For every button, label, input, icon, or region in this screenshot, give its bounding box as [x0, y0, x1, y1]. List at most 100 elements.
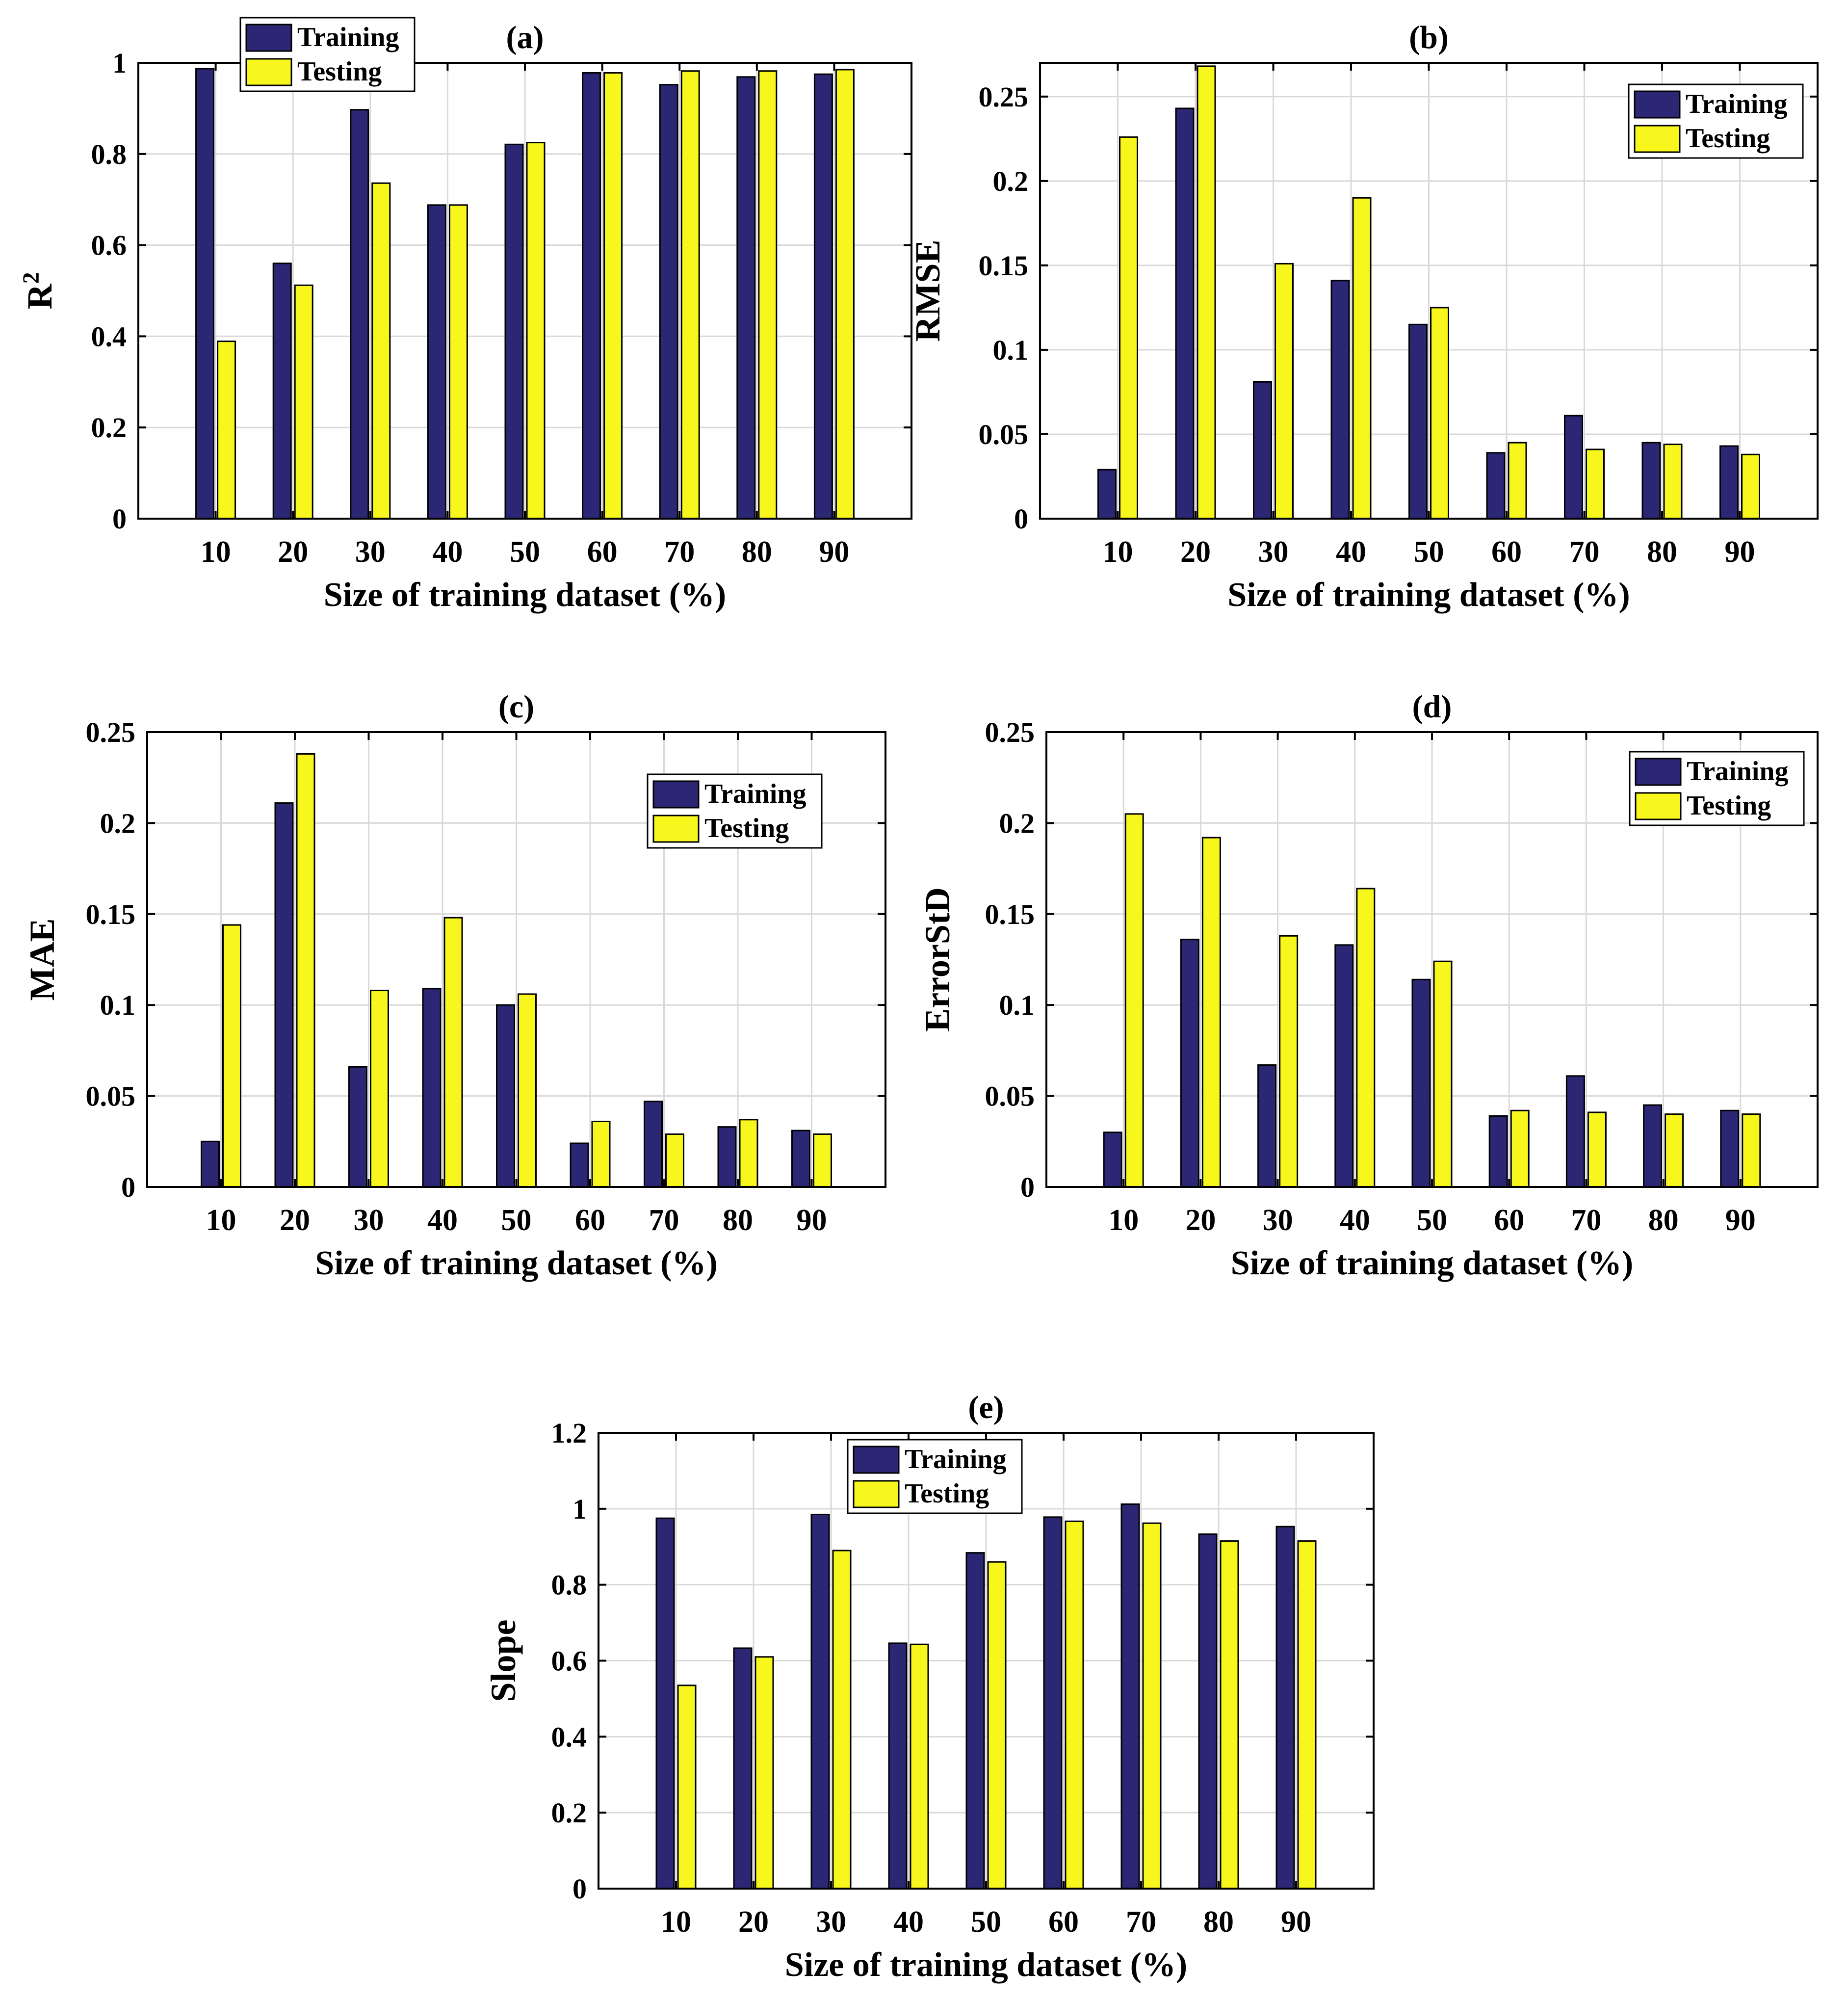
- y-tick-label: 0: [573, 1873, 587, 1905]
- x-tick-label: 20: [280, 1204, 310, 1237]
- testing-bar-20: [755, 1656, 774, 1890]
- x-tick-label: 80: [742, 535, 772, 569]
- x-tick-label: 40: [893, 1905, 924, 1939]
- legend: Training Testing: [647, 773, 823, 849]
- testing-legend-label: Testing: [704, 813, 789, 843]
- training-bar-50: [504, 143, 524, 520]
- x-tick-label: 50: [501, 1204, 532, 1237]
- training-legend-label: Training: [1687, 756, 1788, 787]
- y-tick-label: 0: [121, 1171, 135, 1203]
- y-tick-label: 0.6: [551, 1645, 587, 1677]
- y-tick-label: 0.1: [100, 989, 136, 1021]
- training-bar-60: [1486, 452, 1506, 520]
- testing-legend-swatch: [1635, 792, 1682, 820]
- y-axis-label: ErrorStD: [918, 887, 957, 1032]
- testing-bar-40: [910, 1643, 929, 1890]
- training-bar-90: [791, 1130, 810, 1188]
- testing-bar-10: [1119, 136, 1138, 520]
- testing-bar-60: [1510, 1109, 1530, 1188]
- x-axis-label: Size of training dataset (%): [785, 1946, 1187, 1984]
- testing-bar-80: [1663, 444, 1683, 520]
- x-tick-label: 90: [1281, 1905, 1311, 1939]
- training-legend-label: Training: [905, 1444, 1006, 1474]
- chart-panel-5: 0 0.2 0.4 0.6 0.8 1 1.2 10 20 30 40 50 60 70 80 90 (e) Si…: [484, 1390, 1375, 1984]
- testing-bar-40: [443, 917, 463, 1188]
- training-bar-40: [427, 204, 446, 520]
- training-bar-40: [1330, 280, 1350, 520]
- testing-bar-70: [680, 70, 700, 520]
- y-tick-label: 0.1: [993, 334, 1029, 366]
- x-tick-label: 60: [587, 535, 618, 569]
- training-bar-60: [570, 1142, 589, 1188]
- testing-bar-40: [448, 204, 468, 520]
- training-bar-60: [582, 72, 601, 520]
- training-bar-30: [348, 1066, 367, 1188]
- training-legend-label: Training: [297, 22, 399, 53]
- y-axis-label: Slope: [484, 1619, 523, 1702]
- x-tick-label: 40: [427, 1204, 458, 1237]
- x-tick-label: 20: [1180, 535, 1211, 569]
- training-bar-30: [1257, 1064, 1277, 1188]
- chart-title: (a): [506, 20, 544, 55]
- training-bar-80: [1641, 442, 1661, 520]
- training-bar-50: [965, 1552, 985, 1890]
- x-tick-label: 80: [723, 1204, 753, 1237]
- chart-title: (b): [1409, 20, 1449, 55]
- x-tick-label: 20: [278, 535, 308, 569]
- testing-bar-80: [1220, 1540, 1239, 1890]
- training-bar-80: [717, 1126, 737, 1188]
- training-legend-swatch: [652, 780, 700, 809]
- testing-bar-30: [371, 182, 391, 520]
- x-tick-label: 80: [1648, 1204, 1679, 1237]
- y-tick-label: 1: [573, 1493, 587, 1525]
- y-tick-label: 0.6: [91, 230, 127, 262]
- x-tick-label: 30: [355, 535, 386, 569]
- y-axis-label-text: R: [20, 284, 59, 310]
- testing-bar-10: [217, 341, 236, 520]
- training-bar-30: [1253, 381, 1272, 520]
- x-tick-label: 20: [738, 1905, 769, 1939]
- testing-bar-70: [1586, 448, 1605, 520]
- testing-bar-90: [813, 1133, 832, 1188]
- y-tick-label: 0.05: [86, 1080, 136, 1112]
- x-tick-label: 30: [816, 1905, 846, 1939]
- testing-bar-60: [1508, 442, 1527, 520]
- training-legend-swatch: [853, 1446, 900, 1474]
- training-bar-10: [655, 1517, 675, 1890]
- y-tick-label: 0: [112, 503, 127, 535]
- y-axis-label-text: RMSE: [908, 239, 947, 342]
- testing-bar-10: [1124, 813, 1144, 1188]
- y-tick-label: 0.4: [551, 1721, 587, 1753]
- x-tick-label: 10: [661, 1905, 691, 1939]
- testing-legend-label: Testing: [297, 56, 382, 87]
- training-bar-30: [350, 109, 369, 520]
- x-tick-label: 60: [1494, 1204, 1524, 1237]
- testing-bar-20: [296, 753, 315, 1188]
- x-tick-label: 40: [432, 535, 463, 569]
- training-bar-20: [274, 802, 294, 1188]
- x-tick-label: 10: [1108, 1204, 1139, 1237]
- training-bar-70: [659, 84, 678, 520]
- testing-bar-70: [665, 1133, 684, 1188]
- testing-legend-label: Testing: [905, 1478, 989, 1509]
- legend: Training Testing: [847, 1439, 1023, 1514]
- training-bar-90: [1275, 1526, 1295, 1890]
- x-tick-label: 80: [1647, 535, 1677, 569]
- training-bar-30: [810, 1513, 830, 1890]
- training-legend-swatch: [1635, 758, 1682, 786]
- training-bar-80: [1643, 1104, 1663, 1188]
- y-axis-label: MAE: [23, 919, 62, 1001]
- x-tick-label: 90: [1725, 535, 1755, 569]
- training-bar-10: [1097, 469, 1117, 520]
- testing-bar-40: [1352, 197, 1372, 520]
- testing-bar-40: [1356, 888, 1376, 1188]
- testing-bar-70: [1587, 1111, 1607, 1188]
- x-tick-label: 50: [1417, 1204, 1447, 1237]
- x-tick-label: 10: [206, 1204, 236, 1237]
- training-bar-10: [1103, 1132, 1122, 1188]
- y-tick-label: 0.2: [551, 1797, 587, 1829]
- y-tick-label: 0.15: [979, 250, 1029, 282]
- x-tick-label: 50: [510, 535, 540, 569]
- testing-legend-label: Testing: [1686, 123, 1770, 154]
- training-bar-70: [1565, 1075, 1585, 1188]
